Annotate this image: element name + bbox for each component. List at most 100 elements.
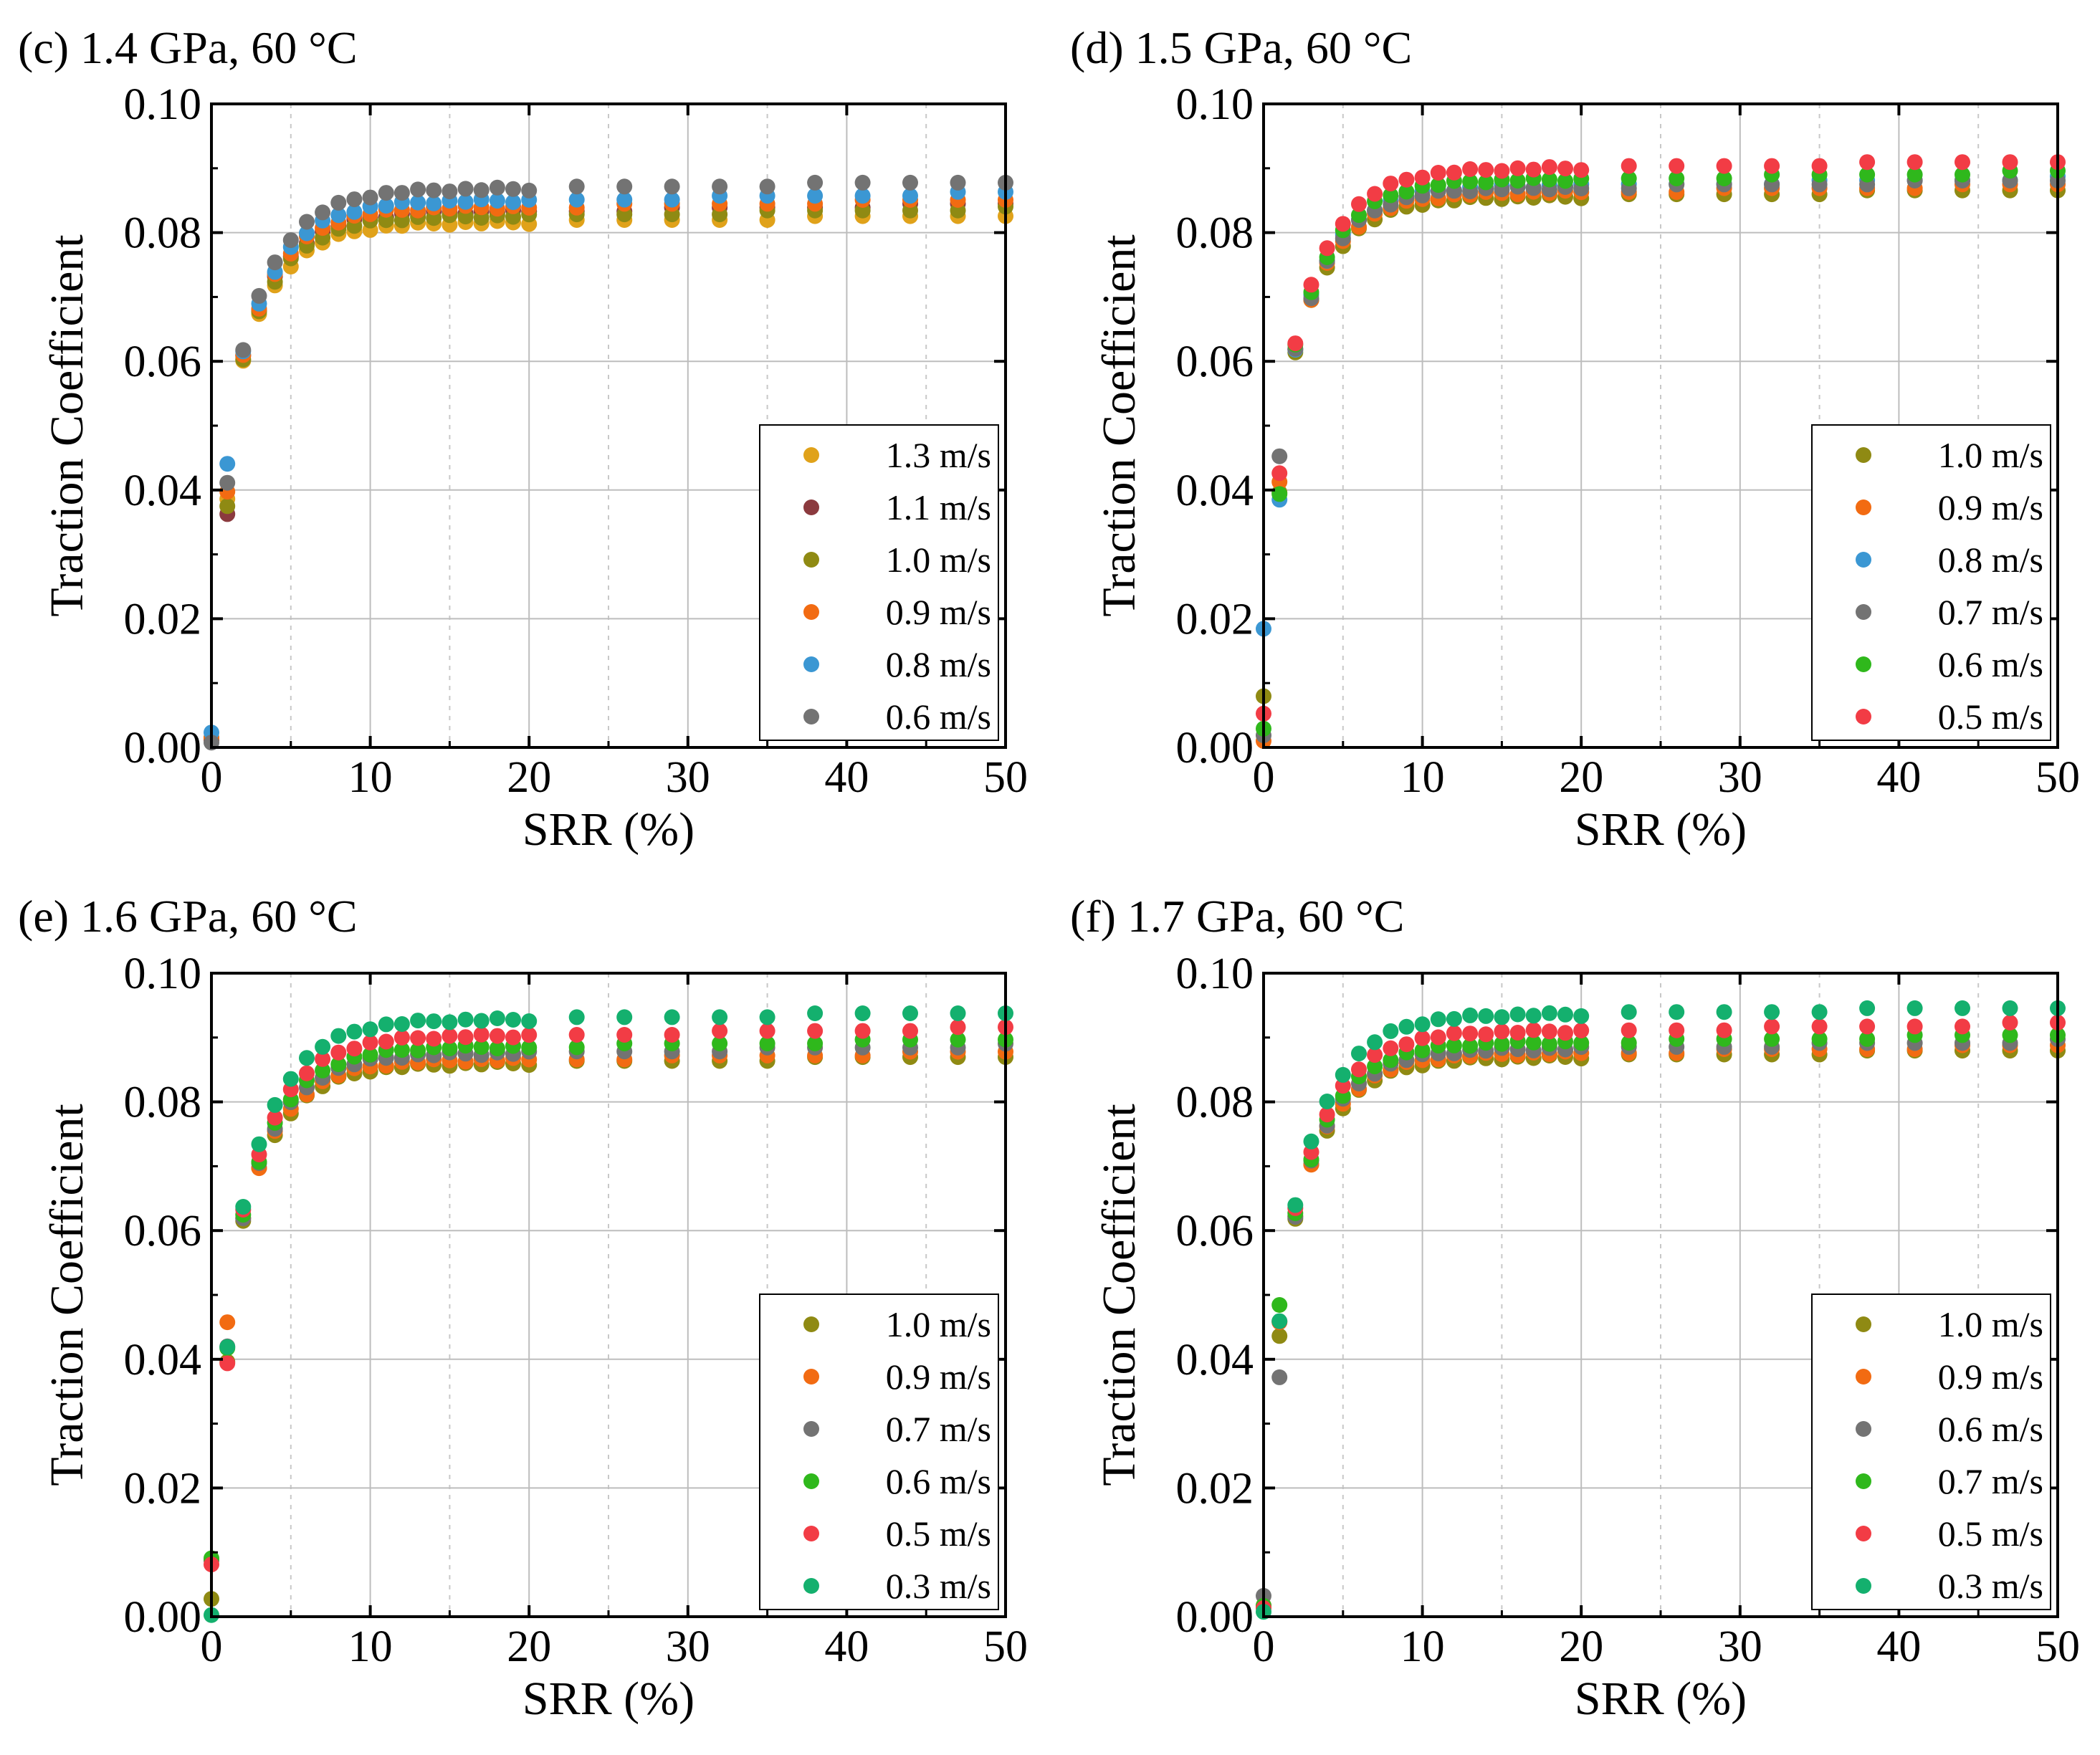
data-point [299,1065,315,1081]
data-point [330,1044,347,1061]
data-point [1764,158,1780,174]
data-point [1271,1297,1288,1313]
legend-label: 0.7 m/s [886,1409,991,1449]
data-point [1271,448,1288,464]
legend-marker [803,709,819,725]
panel-title: (d) 1.5 GPa, 60 °C [1070,22,1412,73]
data-point [1271,1328,1288,1344]
data-point [1573,1023,1590,1038]
y-tick-label: 0.08 [124,1079,202,1127]
data-point [1271,1313,1288,1329]
legend-label: 0.9 m/s [1938,487,2043,527]
legend-marker [803,447,819,463]
y-tick-label: 0.06 [124,338,202,386]
legend-marker [803,499,819,515]
data-point [362,1034,378,1051]
legend-label: 0.7 m/s [1938,592,2043,632]
data-point [616,1027,633,1043]
data-point [902,188,918,204]
y-tick-label: 0.10 [1176,950,1254,998]
data-point [616,178,633,195]
data-point [315,1051,331,1067]
x-tick-label: 0 [1253,753,1275,802]
data-point [1557,1006,1573,1023]
data-point [1335,216,1351,232]
data-point [315,1062,331,1079]
data-point [1906,1018,1923,1035]
data-point [267,1109,283,1126]
data-point [505,1012,521,1028]
data-point [950,1005,966,1021]
legend-label: 0.6 m/s [1938,644,2043,684]
data-point [950,1031,966,1048]
data-point [1859,1000,1876,1016]
data-point [410,194,426,211]
legend-label: 0.7 m/s [1938,1461,2043,1501]
data-point [1478,174,1494,191]
y-axis-label: Traction Coefficient [1093,1104,1145,1486]
chart-panel-1: (d) 1.5 GPa, 60 °C 0 10 20 30 40 50 0.00 0.02 0.0… [1070,22,2080,856]
x-tick-label: 10 [348,753,393,802]
data-point [759,1023,775,1039]
data-point [1541,1036,1557,1052]
y-tick-label: 0.00 [124,1593,202,1642]
data-point [1906,154,1923,171]
data-point [854,1005,871,1021]
data-point [902,1005,918,1021]
x-tick-label: 0 [201,1622,223,1671]
legend-label: 0.3 m/s [1938,1566,2043,1606]
data-point [664,1009,680,1025]
data-point [1811,1030,1828,1047]
data-point [473,1026,490,1043]
data-point [1383,176,1399,192]
data-point [712,1036,728,1052]
data-point [1669,1004,1685,1020]
data-point [442,1014,458,1030]
legend-label: 1.0 m/s [886,1304,991,1344]
x-tick-label: 40 [824,753,869,802]
legend-marker [1856,1578,1871,1594]
y-tick-label: 0.10 [1176,80,1254,129]
legend-label: 1.1 m/s [886,487,991,527]
data-point [1509,160,1526,176]
x-tick-label: 40 [1876,1622,1921,1671]
legend: 1.0 m/s 0.9 m/s 0.6 m/s 0.7 m/s 0.5 m/s 0.3 m… [1811,1293,2051,1610]
legend-label: 0.6 m/s [886,697,991,737]
data-point [950,174,966,191]
data-point [1462,1038,1479,1054]
legend-label: 1.0 m/s [1938,435,2043,475]
data-point [2002,1015,2018,1030]
data-point [235,1199,252,1215]
x-tick-label: 50 [983,753,1028,802]
y-tick-label: 0.10 [124,80,202,129]
data-point [299,214,315,230]
chart-panel-0: (c) 1.4 GPa, 60 °C 0 10 20 30 40 50 0.00 0.02 0.0… [18,22,1028,856]
chart-panel-2: (e) 1.6 GPa, 60 °C 0 10 20 30 40 50 0.00 0.02 0.0… [18,891,1028,1725]
data-point [473,1013,490,1029]
data-point [1811,1004,1828,1020]
data-point [219,1339,236,1355]
legend-label: 1.0 m/s [886,540,991,580]
data-point [378,1033,394,1050]
data-point [807,1005,824,1021]
data-point [282,232,299,249]
data-point [457,193,474,210]
data-point [854,1023,871,1039]
legend-marker [803,1369,819,1385]
data-point [1367,1058,1383,1075]
y-axis-label: Traction Coefficient [1093,234,1145,616]
data-point [1859,166,1876,183]
data-point [1494,1009,1510,1025]
y-tick-label: 0.02 [1176,595,1254,644]
data-point [1669,1022,1685,1038]
x-tick-label: 50 [2035,753,2080,802]
data-point [854,174,871,191]
data-point [1462,173,1479,190]
data-point [426,1013,442,1030]
data-point [854,188,871,204]
y-tick-label: 0.04 [124,467,202,515]
legend-label: 1.3 m/s [886,435,991,475]
legend-box [1811,424,2051,741]
data-point [1383,1023,1399,1039]
legend-marker [803,604,819,620]
